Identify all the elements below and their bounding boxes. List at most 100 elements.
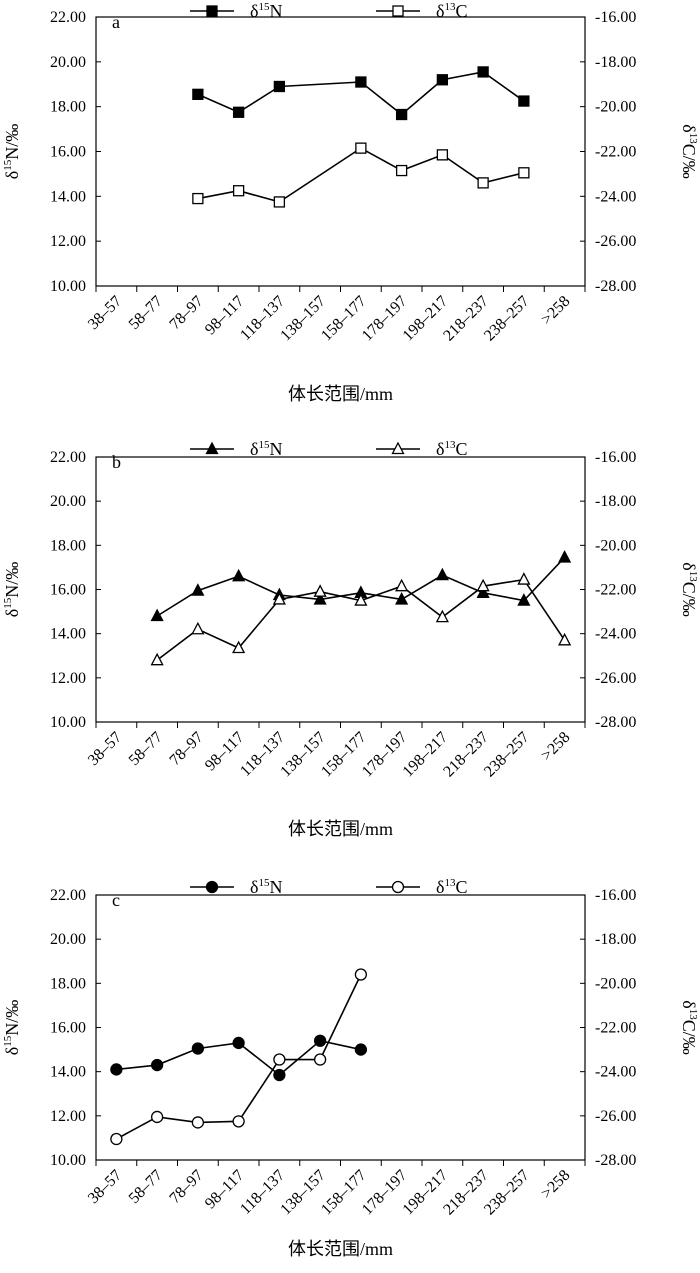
y-left-axis-title: δ15N/‰: [2, 562, 22, 617]
series-d13c: [192, 142, 530, 208]
data-point: [313, 1034, 327, 1047]
y-left-tick-label: 16.00: [50, 582, 86, 599]
y-left-tick-label: 14.00: [50, 188, 86, 205]
label-symbol: δ: [250, 1, 258, 21]
x-tick-label: 78–97: [166, 729, 206, 769]
y-right-tick-label: -22.00: [595, 582, 636, 599]
series-line: [197, 71, 525, 116]
y-left-tick-label: 16.00: [50, 1020, 86, 1037]
legend-label: δ13C: [436, 877, 468, 897]
y-right-tick-label: -28.00: [595, 714, 636, 731]
label-superscript: 13: [687, 571, 699, 583]
y-left-tick-label: 20.00: [50, 931, 86, 948]
series-d13c: [110, 968, 368, 1146]
label-superscript: 13: [444, 877, 456, 889]
label-rest: C/‰: [679, 582, 699, 617]
label-symbol: δ: [436, 439, 444, 459]
data-point: [435, 567, 449, 581]
y-left-tick-label: 12.00: [50, 233, 86, 250]
data-point: [191, 583, 205, 596]
y-left-tick-label: 22.00: [50, 887, 86, 904]
x-tick-label: 58–77: [126, 729, 166, 769]
data-point: [476, 585, 490, 598]
plot-frame: [95, 894, 586, 1161]
data-point: [355, 76, 367, 88]
x-axis-title: 体长范围/mm: [288, 819, 393, 839]
data-point: [232, 640, 246, 654]
label-symbol: δ: [250, 877, 258, 897]
data-point: [518, 95, 530, 107]
data-point: [355, 142, 367, 154]
panel-letter: c: [112, 890, 120, 910]
data-point: [517, 572, 531, 585]
legend-label: δ15N: [250, 1, 282, 21]
data-point: [110, 1063, 123, 1076]
y-left-tick-label: 10.00: [50, 278, 86, 295]
label-rest: N: [269, 877, 282, 897]
legend-marker: [391, 441, 405, 455]
data-point: [150, 652, 164, 666]
series-d13c: [150, 572, 572, 666]
x-tick-label: 38–57: [85, 1167, 125, 1207]
y-left-tick-label: 10.00: [50, 714, 86, 731]
data-point: [477, 177, 489, 189]
label-superscript: 15: [2, 1035, 14, 1047]
y-right-tick-label: -16.00: [595, 887, 636, 904]
data-point: [110, 1132, 123, 1146]
label-superscript: 15: [258, 877, 270, 889]
data-point: [354, 968, 368, 981]
y-right-tick-label: -18.00: [595, 931, 636, 948]
y-left-tick-label: 22.00: [50, 9, 86, 26]
data-point: [476, 578, 490, 592]
legend: δ15N δ13C: [190, 439, 468, 459]
data-point: [477, 66, 489, 78]
y-right-axis-title: δ13C/‰: [679, 124, 699, 179]
label-rest: N: [269, 1, 282, 21]
label-symbol: δ: [2, 609, 22, 617]
legend-marker: [206, 5, 218, 17]
y-left-axis-title: δ15N/‰: [2, 1000, 22, 1055]
label-rest: C/‰: [679, 144, 699, 179]
y-right-axis-title: δ13C/‰: [679, 562, 699, 617]
legend-item: δ15N: [190, 1, 282, 21]
label-symbol: δ: [436, 877, 444, 897]
legend: δ15N δ13C: [190, 877, 468, 897]
data-point: [436, 149, 449, 161]
plot-frame: [95, 16, 586, 287]
label-superscript: 13: [444, 439, 456, 451]
data-point: [192, 192, 204, 205]
legend-item: δ13C: [376, 877, 468, 897]
y-left-tick-label: 10.00: [50, 1152, 86, 1169]
data-point: [232, 185, 245, 197]
y-right-tick-label: -28.00: [595, 1152, 636, 1169]
y-left-tick-label: 14.00: [50, 1064, 86, 1081]
legend: δ15N δ13C: [190, 1, 468, 21]
label-superscript: 15: [258, 439, 270, 451]
x-tick-label: 238–257: [481, 729, 533, 781]
data-point: [191, 1116, 205, 1129]
y-left-tick-label: 14.00: [50, 626, 86, 643]
x-tick-label: 58–77: [126, 293, 166, 333]
y-right-tick-label: -28.00: [595, 278, 636, 295]
label-superscript: 15: [2, 159, 14, 171]
y-right-tick-label: -22.00: [595, 144, 636, 161]
label-symbol: δ: [2, 171, 22, 179]
series-d15n: [192, 66, 530, 121]
x-tick-label: >258: [538, 729, 573, 764]
y-right-tick-label: -22.00: [595, 1020, 636, 1037]
panel-a: a 10.00 12.00 14.00 16.00 18.00 20.00 22.00 -28.…: [2, 1, 699, 404]
legend-marker: [205, 441, 219, 455]
series-d15n: [110, 1034, 368, 1082]
x-axis-title: 体长范围/mm: [288, 1239, 393, 1259]
legend-label: δ13C: [436, 1, 468, 21]
legend-item: δ13C: [376, 439, 468, 459]
label-rest: C: [455, 1, 467, 21]
y-right-tick-label: -26.00: [595, 233, 636, 250]
data-point: [191, 1042, 205, 1055]
y-left-tick-label: 20.00: [50, 493, 86, 510]
label-symbol: δ: [679, 1000, 699, 1008]
label-rest: N/‰: [2, 1000, 22, 1036]
x-tick-label: 238–257: [481, 1167, 533, 1219]
data-point: [395, 164, 408, 177]
y-right-tick-label: -18.00: [595, 54, 636, 71]
